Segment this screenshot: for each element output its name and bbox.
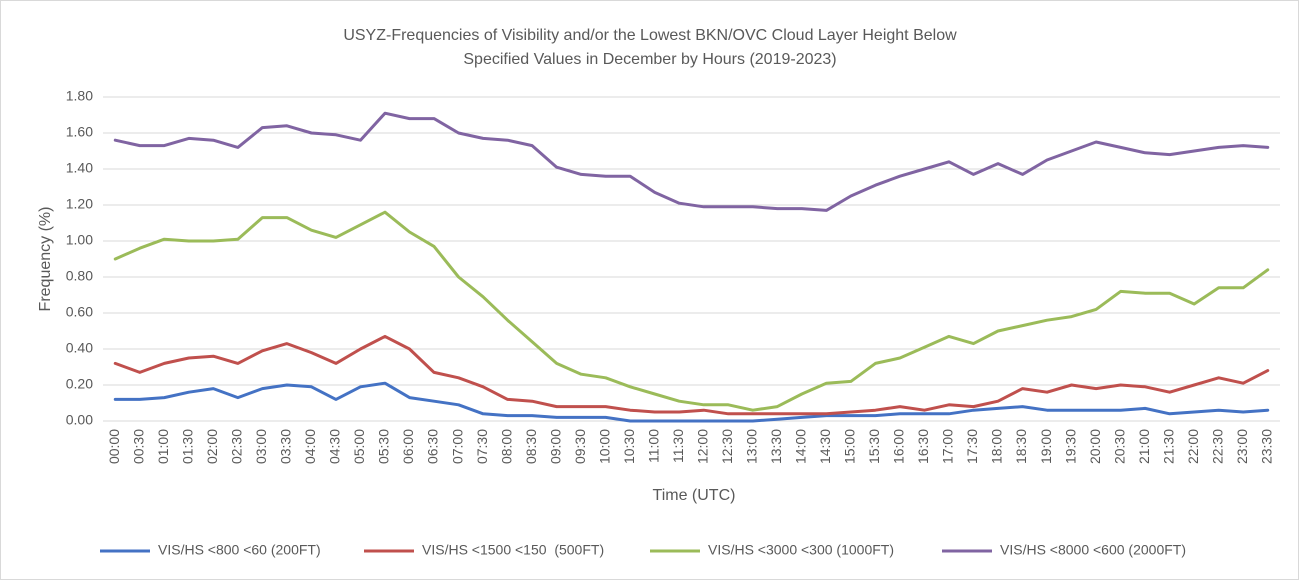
x-tick-label: 01:00: [155, 429, 171, 464]
chart-title: USYZ-Frequencies of Visibility and/or th…: [343, 27, 957, 44]
x-tick-label: 15:30: [866, 429, 882, 464]
y-tick-label: 0.00: [66, 412, 93, 428]
y-tick-label: 1.40: [66, 160, 93, 176]
x-axis-label: Time (UTC): [653, 487, 736, 504]
y-tick-label: 0.80: [66, 268, 93, 284]
x-tick-label: 12:30: [719, 429, 735, 464]
x-tick-label: 20:30: [1111, 429, 1127, 464]
x-tick-label: 17:30: [964, 429, 980, 464]
x-tick-label: 00:30: [130, 429, 146, 464]
x-tick-label: 07:30: [474, 429, 490, 464]
x-tick-label: 16:30: [915, 429, 931, 464]
chart-title: Specified Values in December by Hours (2…: [463, 51, 836, 68]
x-tick-label: 08:30: [523, 429, 539, 464]
x-tick-label: 04:30: [327, 429, 343, 464]
legend-label: VIS/HS <3000 <300 (1000FT): [708, 542, 894, 558]
x-tick-label: 16:00: [891, 429, 907, 464]
y-tick-label: 1.20: [66, 196, 93, 212]
x-tick-label: 10:00: [596, 429, 612, 464]
x-tick-label: 07:00: [449, 429, 465, 464]
y-axis-label: Frequency (%): [37, 207, 54, 312]
x-tick-label: 21:30: [1160, 429, 1176, 464]
x-tick-label: 03:00: [253, 429, 269, 464]
series-line: [113, 210, 1270, 412]
x-tick-label: 09:30: [572, 429, 588, 464]
x-tick-label: 03:30: [278, 429, 294, 464]
x-tick-label: 06:30: [425, 429, 441, 464]
series-line: [113, 111, 1270, 212]
x-tick-label: 02:30: [229, 429, 245, 464]
x-tick-label: 05:00: [351, 429, 367, 464]
x-tick-label: 10:30: [621, 429, 637, 464]
x-tick-label: 05:30: [376, 429, 392, 464]
x-tick-label: 00:00: [106, 429, 122, 464]
x-tick-label: 13:00: [744, 429, 760, 464]
x-tick-label: 04:00: [302, 429, 318, 464]
series-line: [113, 334, 1270, 416]
x-tick-label: 08:00: [498, 429, 514, 464]
x-tick-label: 11:30: [670, 429, 686, 463]
y-tick-label: 0.40: [66, 340, 93, 356]
x-tick-label: 19:00: [1038, 429, 1054, 464]
y-tick-label: 0.60: [66, 304, 93, 320]
y-tick-label: 1.00: [66, 232, 93, 248]
series-line: [113, 381, 1270, 423]
legend-label: VIS/HS <8000 <600 (2000FT): [1000, 542, 1186, 558]
x-tick-label: 23:30: [1258, 429, 1274, 464]
legend-label: VIS/HS <1500 <150 (500FT): [422, 542, 604, 558]
x-tick-label: 01:30: [180, 429, 196, 464]
x-tick-label: 13:30: [768, 429, 784, 464]
x-tick-label: 12:00: [694, 429, 710, 464]
x-tick-label: 06:00: [400, 429, 416, 464]
legend-label: VIS/HS <800 <60 (200FT): [158, 542, 321, 558]
x-tick-label: 21:00: [1136, 429, 1152, 464]
x-tick-label: 22:00: [1185, 429, 1201, 464]
x-tick-label: 19:30: [1062, 429, 1078, 464]
x-tick-label: 17:00: [940, 429, 956, 464]
y-tick-label: 0.20: [66, 376, 93, 392]
x-tick-label: 18:00: [989, 429, 1005, 464]
x-tick-label: 15:00: [842, 429, 858, 464]
x-tick-label: 09:00: [547, 429, 563, 464]
x-tick-label: 11:00: [645, 429, 661, 463]
x-tick-label: 22:30: [1209, 429, 1225, 464]
y-tick-label: 1.60: [66, 124, 93, 140]
x-tick-label: 02:00: [204, 429, 220, 464]
y-tick-label: 1.80: [66, 88, 93, 104]
x-tick-label: 18:30: [1013, 429, 1029, 464]
x-tick-label: 14:00: [793, 429, 809, 464]
x-tick-label: 14:30: [817, 429, 833, 464]
x-tick-label: 23:00: [1234, 429, 1250, 464]
x-tick-label: 20:00: [1087, 429, 1103, 464]
